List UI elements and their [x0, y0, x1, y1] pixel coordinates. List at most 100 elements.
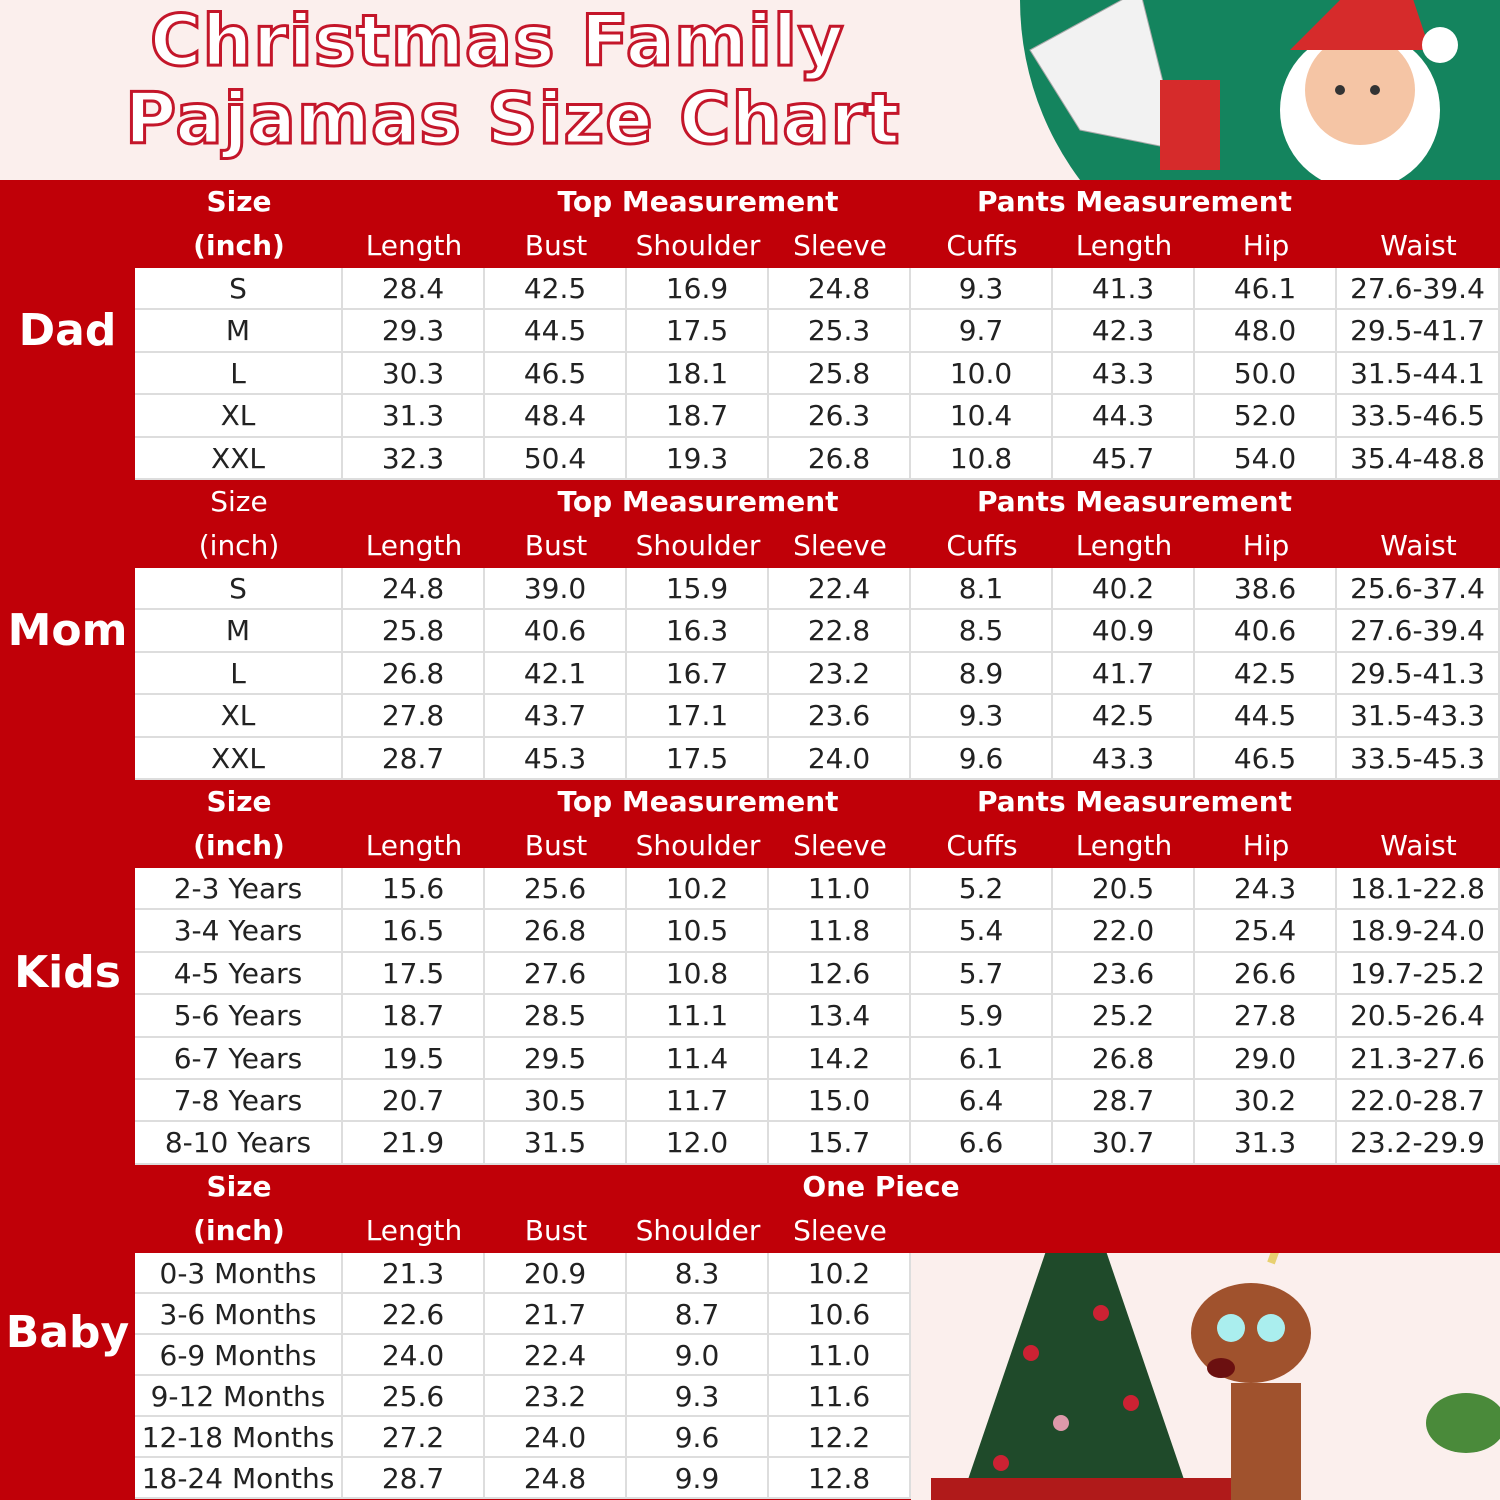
christmas-tree-reindeer-illustration — [911, 1253, 1500, 1500]
value-cell: 22.0 — [1053, 910, 1195, 953]
value-cell: 46.5 — [485, 352, 627, 396]
value-cell: 43.7 — [485, 695, 627, 738]
size-unit-header: (inch) — [198, 529, 280, 562]
size-cell: 12-18 Months — [135, 1417, 343, 1458]
value-cell: 16.7 — [627, 652, 769, 696]
value-cell: 20.5 — [1053, 868, 1195, 911]
size-cell: XL — [135, 395, 343, 438]
value-cell: 18.7 — [627, 395, 769, 438]
value-cell: 20.7 — [343, 1079, 485, 1123]
value-cell: 9.9 — [627, 1458, 769, 1499]
column-header: Shoulder — [635, 1214, 761, 1247]
column-header: Length — [365, 829, 463, 862]
value-cell: 40.6 — [485, 610, 627, 653]
value-cell: 5.2 — [911, 868, 1053, 911]
value-cell: 27.6-39.4 — [1337, 268, 1500, 311]
value-cell: 21.3 — [343, 1253, 485, 1294]
value-cell: 26.8 — [343, 652, 485, 696]
value-cell: 30.3 — [343, 352, 485, 396]
value-cell: 22.6 — [343, 1294, 485, 1335]
size-cell: M — [135, 610, 343, 653]
value-cell: 24.8 — [343, 568, 485, 611]
value-cell: 26.3 — [769, 395, 911, 438]
value-cell: 5.4 — [911, 910, 1053, 953]
value-cell: 9.6 — [911, 737, 1053, 780]
value-cell: 28.5 — [485, 995, 627, 1038]
value-cell: 35.4-48.8 — [1337, 437, 1500, 480]
value-cell: 40.9 — [1053, 610, 1195, 653]
column-header: Sleeve — [793, 529, 887, 562]
value-cell: 41.7 — [1053, 652, 1195, 696]
value-cell: 17.5 — [343, 952, 485, 996]
value-cell: 43.3 — [1053, 737, 1195, 780]
value-cell: 23.6 — [1053, 952, 1195, 996]
size-cell: 6-9 Months — [135, 1335, 343, 1376]
value-cell: 8.3 — [627, 1253, 769, 1294]
value-cell: 31.5-44.1 — [1337, 352, 1500, 396]
value-cell: 22.8 — [769, 610, 911, 653]
value-cell: 24.0 — [485, 1417, 627, 1458]
group-header-pants: Pants Measurement — [977, 785, 1293, 818]
size-cell: 3-6 Months — [135, 1294, 343, 1335]
value-cell: 10.5 — [627, 910, 769, 953]
column-header: Waist — [1380, 529, 1457, 562]
size-unit-header: (inch) — [193, 829, 285, 862]
column-header: Length — [1075, 529, 1173, 562]
value-cell: 11.7 — [627, 1079, 769, 1123]
size-header: Size — [210, 485, 268, 518]
column-header: Length — [1075, 829, 1173, 862]
value-cell: 44.5 — [1195, 695, 1337, 738]
value-cell: 50.4 — [485, 437, 627, 480]
size-cell: 18-24 Months — [135, 1458, 343, 1499]
value-cell: 25.2 — [1053, 995, 1195, 1038]
value-cell: 10.2 — [769, 1253, 911, 1294]
value-cell: 28.4 — [343, 268, 485, 311]
value-cell: 30.7 — [1053, 1122, 1195, 1165]
value-cell: 12.0 — [627, 1122, 769, 1165]
value-cell: 9.0 — [627, 1335, 769, 1376]
value-cell: 6.1 — [911, 1037, 1053, 1080]
column-header: Sleeve — [793, 829, 887, 862]
value-cell: 27.6 — [485, 952, 627, 996]
size-cell: L — [135, 352, 343, 396]
size-cell: 8-10 Years — [135, 1122, 343, 1165]
value-cell: 14.2 — [769, 1037, 911, 1080]
size-cell: S — [135, 568, 343, 611]
value-cell: 25.4 — [1195, 910, 1337, 953]
value-cell: 23.6 — [769, 695, 911, 738]
column-header: Length — [365, 1214, 463, 1247]
size-cell: 0-3 Months — [135, 1253, 343, 1294]
value-cell: 30.2 — [1195, 1079, 1337, 1123]
group-header-top: Top Measurement — [557, 485, 839, 518]
value-cell: 29.0 — [1195, 1037, 1337, 1080]
value-cell: 27.8 — [1195, 995, 1337, 1038]
column-header: Length — [1075, 229, 1173, 262]
column-header: Cuffs — [946, 829, 1018, 862]
column-header: Shoulder — [635, 529, 761, 562]
value-cell: 22.0-28.7 — [1337, 1079, 1500, 1123]
value-cell: 29.5-41.7 — [1337, 310, 1500, 353]
value-cell: 10.8 — [627, 952, 769, 996]
value-cell: 21.9 — [343, 1122, 485, 1165]
value-cell: 10.6 — [769, 1294, 911, 1335]
value-cell: 33.5-45.3 — [1337, 737, 1500, 780]
value-cell: 15.6 — [343, 868, 485, 911]
value-cell: 31.5-43.3 — [1337, 695, 1500, 738]
value-cell: 9.3 — [911, 695, 1053, 738]
value-cell: 18.1-22.8 — [1337, 868, 1500, 911]
value-cell: 9.3 — [911, 268, 1053, 311]
column-header: Bust — [524, 829, 588, 862]
value-cell: 25.3 — [769, 310, 911, 353]
size-unit-header: (inch) — [193, 229, 285, 262]
value-cell: 42.5 — [485, 268, 627, 311]
value-cell: 28.7 — [343, 1458, 485, 1499]
value-cell: 42.3 — [1053, 310, 1195, 353]
column-header: Hip — [1242, 229, 1290, 262]
size-unit-header: (inch) — [193, 1214, 285, 1247]
title-line-1: Christmas Family — [149, 0, 846, 84]
value-cell: 29.5-41.3 — [1337, 652, 1500, 696]
size-cell: 3-4 Years — [135, 910, 343, 953]
value-cell: 6.4 — [911, 1079, 1053, 1123]
value-cell: 38.6 — [1195, 568, 1337, 611]
value-cell: 25.6 — [343, 1376, 485, 1417]
